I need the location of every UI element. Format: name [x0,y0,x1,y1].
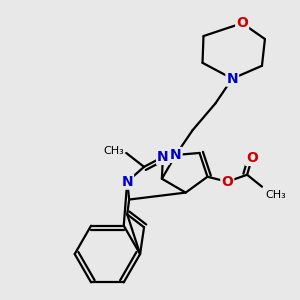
Text: N: N [170,148,182,162]
Text: O: O [246,151,258,165]
Text: CH₃: CH₃ [103,146,124,157]
Text: N: N [157,150,169,164]
Text: O: O [221,175,233,189]
Text: CH₃: CH₃ [265,190,286,200]
Text: N: N [122,175,133,189]
Text: N: N [226,72,238,86]
Text: O: O [236,16,248,30]
